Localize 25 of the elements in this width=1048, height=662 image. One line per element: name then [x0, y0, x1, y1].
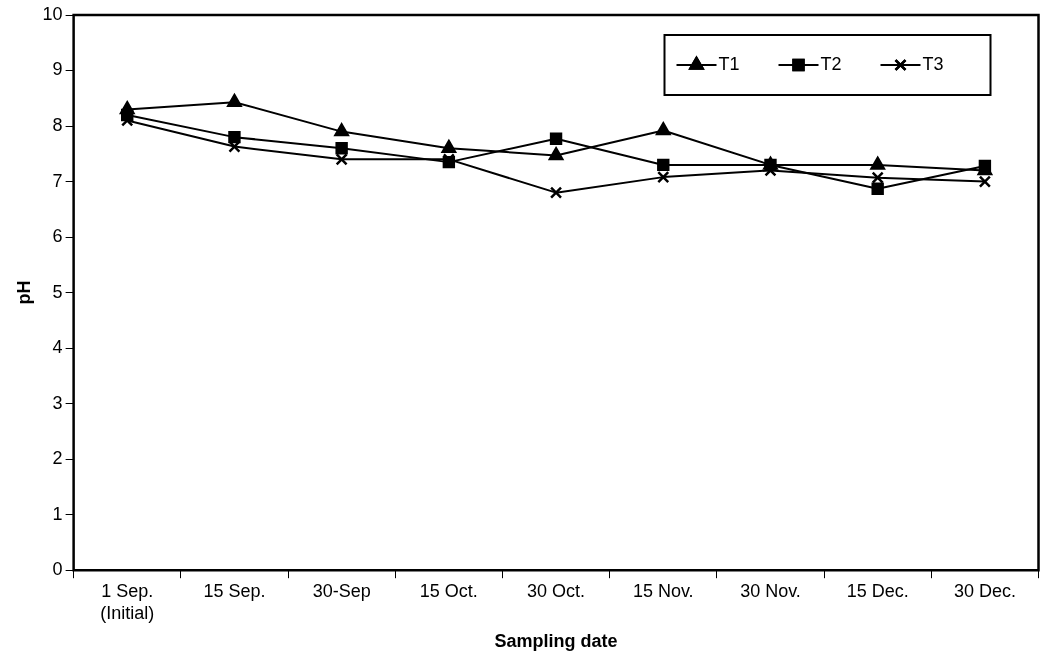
y-tick-label: 9 — [52, 59, 63, 80]
x-axis-title: Sampling date — [494, 631, 618, 652]
x-tick-label: 30 Dec. — [953, 580, 1016, 601]
legend-label: T1 — [718, 53, 740, 74]
y-tick-label: 8 — [52, 115, 63, 136]
y-axis-title: pH — [13, 280, 34, 305]
y-tick-label: 4 — [52, 337, 63, 358]
y-tick-label: 10 — [42, 3, 63, 24]
y-tick-label: 7 — [52, 170, 63, 191]
y-tick-label: 1 — [52, 503, 63, 524]
y-tick-label: 6 — [52, 226, 63, 247]
y-tick-label: 5 — [52, 281, 63, 302]
x-tick-label: 30 Oct. — [527, 580, 586, 601]
x-tick-label: 30-Sep — [312, 580, 371, 601]
y-tick-label: 3 — [52, 392, 63, 413]
legend-label: T2 — [820, 53, 842, 74]
x-tick-label: 15 Nov. — [632, 580, 694, 601]
y-tick-label: 2 — [52, 448, 63, 469]
legend-label: T3 — [922, 53, 944, 74]
x-tick-label: 15 Oct. — [419, 580, 478, 601]
x-tick-label: 30 Nov. — [740, 580, 801, 601]
x-tick-label: 15 Dec. — [846, 580, 909, 601]
x-tick-label: 1 Sep. (Initial) — [100, 580, 155, 623]
x-tick-label: 15 Sep. — [203, 580, 266, 601]
y-tick-label: 0 — [52, 559, 63, 580]
